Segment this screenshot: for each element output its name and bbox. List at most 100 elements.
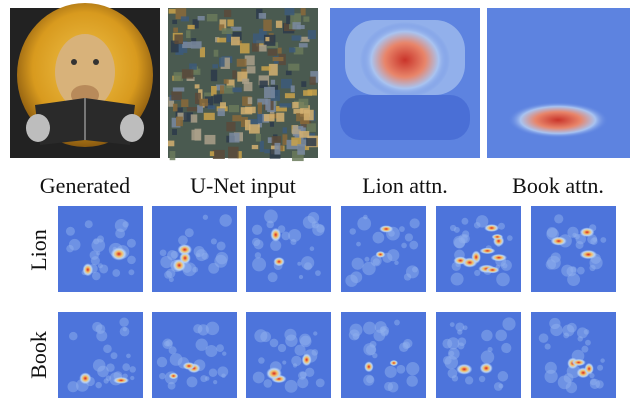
map-texture [411, 266, 418, 273]
attention-map [246, 206, 331, 292]
noise-patch [219, 85, 225, 94]
map-texture [465, 376, 474, 385]
map-texture [370, 255, 382, 267]
noise-patch [300, 8, 306, 16]
noise-patch [169, 151, 176, 161]
noise-patch [242, 96, 252, 106]
noise-patch [221, 28, 233, 34]
map-texture [91, 271, 101, 281]
token-attention-grid [58, 206, 616, 398]
noise-patch [270, 89, 280, 101]
unet-input-image [168, 8, 319, 162]
noise-patch [186, 76, 195, 82]
noise-patch [174, 34, 183, 45]
noise-patch [182, 41, 192, 49]
caption: Lion attn. [362, 173, 448, 198]
map-texture [159, 372, 166, 380]
map-texture [473, 221, 481, 229]
map-texture [357, 216, 372, 231]
noise-patch [248, 119, 260, 127]
map-texture [387, 381, 399, 393]
caption: Generated [40, 173, 130, 198]
noise-patch [177, 112, 187, 121]
map-hotspot [584, 362, 594, 375]
map-texture [581, 345, 589, 353]
map-texture [401, 242, 407, 249]
noise-patch [290, 13, 301, 25]
map-texture [169, 353, 183, 366]
noise-patch [300, 124, 306, 133]
noise-patch [204, 134, 216, 145]
noise-patch [268, 63, 278, 76]
map-texture [299, 371, 307, 379]
map-texture [291, 355, 302, 367]
map-texture [126, 238, 136, 248]
noise-patch [258, 75, 270, 86]
noise-patch [248, 124, 260, 134]
noise-patch [252, 33, 265, 44]
map-texture [67, 381, 79, 393]
noise-patch [186, 30, 191, 39]
noise-patch [211, 86, 217, 96]
map-texture [216, 241, 226, 251]
noise-patch [226, 79, 235, 89]
map-texture [288, 228, 302, 242]
noise-patch [243, 82, 253, 92]
map-hotspot [479, 362, 493, 374]
noise-patch [291, 137, 302, 146]
noise-patch [232, 87, 242, 93]
noise-patch [168, 96, 175, 107]
map-texture [406, 375, 418, 387]
map-texture [84, 220, 93, 229]
noise-patch [173, 72, 184, 82]
noise-patch [230, 26, 242, 31]
attention-map [246, 312, 331, 398]
noise-patch [172, 103, 178, 112]
map-texture [260, 331, 272, 343]
noise-patch [197, 15, 205, 21]
noise-patch [195, 92, 201, 105]
noise-patch [276, 106, 287, 112]
noise-patch [172, 87, 185, 92]
noise-patch [259, 28, 267, 38]
map-texture [69, 331, 78, 341]
map-texture [105, 375, 112, 381]
noise-patch [285, 70, 292, 76]
noise-patch [181, 69, 194, 79]
noise-patch [246, 66, 256, 74]
map-texture [65, 226, 75, 236]
map-texture [114, 219, 128, 233]
noise-patch [292, 22, 301, 30]
noise-patch [264, 149, 270, 154]
map-texture [294, 344, 306, 356]
map-texture [379, 326, 386, 332]
map-texture [290, 238, 297, 245]
map-hotspot [462, 257, 478, 268]
map-texture [315, 270, 321, 276]
map-texture [487, 346, 493, 353]
map-texture [554, 214, 564, 224]
noise-patch [226, 30, 232, 43]
noise-patch [293, 109, 304, 114]
noise-patch [307, 30, 316, 40]
map-texture [546, 227, 558, 238]
map-texture [130, 375, 135, 381]
noise-patch [203, 112, 215, 120]
noise-patch [228, 105, 240, 113]
map-texture [387, 249, 400, 262]
noise-patch [232, 31, 242, 41]
map-texture [297, 261, 302, 266]
attention-map [341, 312, 426, 398]
noise-patch [297, 144, 305, 155]
map-hotspot [301, 353, 312, 367]
map-texture [195, 338, 208, 351]
noise-patch [259, 140, 264, 152]
map-hotspot [79, 372, 92, 385]
map-texture [345, 274, 358, 287]
map-texture [480, 350, 495, 364]
map-hotspot [490, 253, 508, 262]
noise-patch [257, 102, 262, 114]
noise-patch [199, 98, 208, 107]
map-texture [313, 331, 318, 336]
